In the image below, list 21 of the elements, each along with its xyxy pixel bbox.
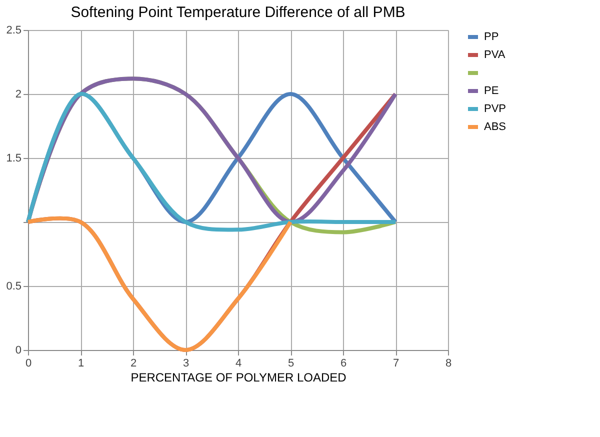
x-axis-title: PERCENTAGE OF POLYMER LOADED bbox=[130, 370, 347, 384]
x-tick-label: 2 bbox=[130, 358, 137, 370]
y-tick-label: 1.5 bbox=[6, 152, 22, 164]
legend-label: PE bbox=[484, 85, 499, 97]
legend-label: PVP bbox=[484, 103, 506, 115]
legend-label: PP bbox=[484, 31, 499, 43]
x-tick-label: 3 bbox=[182, 358, 190, 370]
x-tick-label: 5 bbox=[288, 358, 294, 370]
legend-label: PVA bbox=[484, 49, 506, 61]
y-tick-label: 0.5 bbox=[6, 280, 22, 292]
y-tick-label: 0 bbox=[15, 344, 22, 356]
x-tick-label: 8 bbox=[445, 358, 452, 370]
x-tick-label: 6 bbox=[340, 358, 347, 370]
y-tick-label: 2 bbox=[15, 88, 22, 100]
x-tick-label: 4 bbox=[235, 358, 242, 370]
legend-label: ABS bbox=[484, 121, 506, 133]
x-tick-label: 0 bbox=[25, 358, 32, 370]
x-tick-label: 1 bbox=[78, 358, 84, 370]
x-tick-label: 7 bbox=[392, 358, 400, 370]
y-tick-label: 2.5 bbox=[6, 24, 22, 36]
chart-title: Softening Point Temperature Difference of all PMB bbox=[70, 4, 406, 21]
